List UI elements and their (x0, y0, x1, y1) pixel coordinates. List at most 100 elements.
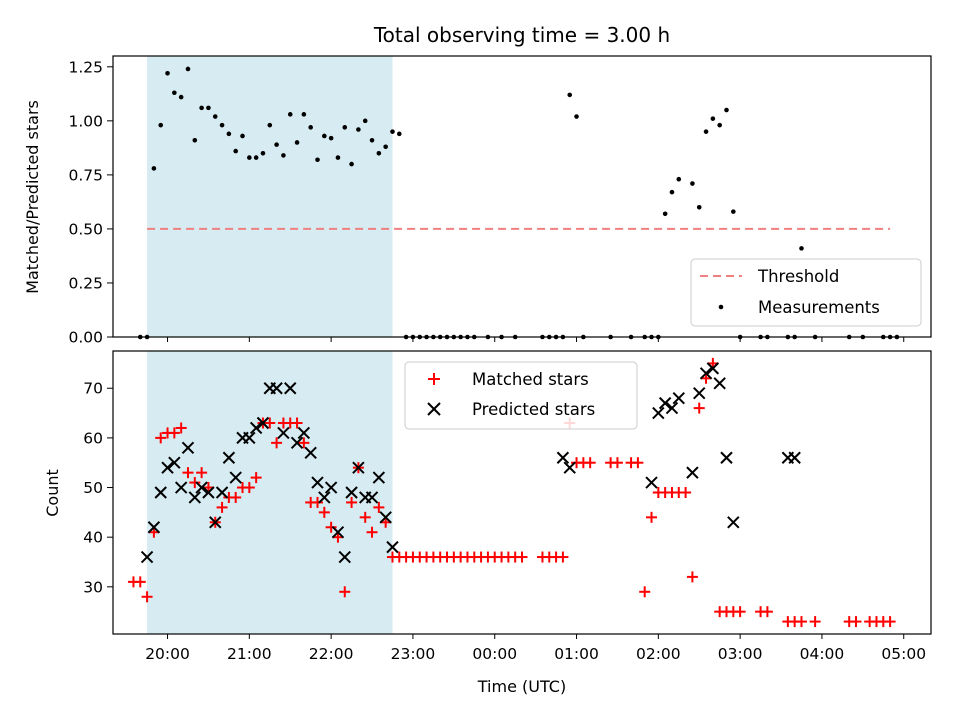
matched-star-point (141, 591, 153, 603)
measurement-point (212, 114, 218, 119)
bottom-legend: Matched stars Predicted stars (404, 361, 638, 430)
predicted-star-point (195, 481, 208, 494)
top-y-axis-label: Matched/Predicted stars (23, 100, 42, 294)
predicted-star-point (215, 486, 229, 499)
measurement-point (356, 127, 361, 132)
measurement-point (662, 211, 668, 217)
predicted-star-point (693, 386, 706, 400)
matched-star-point (182, 467, 194, 479)
matched-star-point (516, 551, 528, 563)
measurement-point (158, 122, 164, 128)
predicted-star-point (686, 466, 699, 479)
y-tick-label: 50 (83, 479, 103, 497)
y-tick-label: 0.50 (68, 220, 103, 238)
matched-star-point (339, 586, 351, 598)
matched-star-point (196, 467, 208, 479)
matched-star-point (243, 482, 255, 494)
predicted-star-point (706, 362, 720, 375)
matched-star-point (134, 576, 146, 588)
bottom-shaded-span (147, 351, 393, 634)
matched-star-point (155, 432, 167, 444)
predicted-star-point (352, 461, 365, 474)
x-tick-label: 05:00 (881, 645, 926, 663)
predicted-star-point (713, 377, 726, 390)
predicted-star-point (338, 550, 351, 564)
predicted-star-point (140, 550, 154, 564)
matched-star-point (611, 457, 623, 469)
predicted-star-point (345, 486, 358, 499)
top-title: Total observing time = 3.00 h (373, 23, 670, 47)
predicted-star-point (318, 491, 331, 504)
predicted-star-point (174, 481, 188, 494)
measurement-point (301, 112, 307, 117)
measurement-point (219, 122, 225, 128)
predicted-star-point (154, 486, 167, 499)
bottom-x-ticks: 20:00 21:00 22:00 23:00 00:00 01:00 02:00 03:00… (145, 634, 926, 663)
predicted-star-point (645, 476, 658, 489)
measurement-point (383, 144, 388, 150)
matched-star-point (346, 496, 358, 508)
measurement-point (294, 140, 300, 145)
measurement-point (233, 148, 238, 154)
matched-star-point (795, 616, 807, 628)
measurement-point (362, 118, 368, 124)
predicted-star-point (243, 431, 256, 445)
measurement-point (192, 138, 198, 143)
measurement-point (724, 107, 729, 113)
matched-star-point (168, 427, 180, 439)
predicted-star-point (379, 511, 392, 524)
x-tick-label: 00:00 (472, 645, 517, 663)
measurement-point (151, 166, 157, 171)
matched-star-point (373, 501, 385, 513)
matched-star-point (693, 402, 705, 414)
predicted-star-point (290, 436, 304, 450)
measurement-point (308, 125, 313, 130)
matched-star-point (646, 511, 658, 523)
top-panel: 0.00 0.25 0.50 0.75 1.00 1.25 Total observing… (23, 23, 932, 347)
measurement-point (799, 246, 804, 251)
predicted-stars-points (140, 362, 801, 564)
predicted-star-point (658, 396, 672, 410)
measurement-point (335, 155, 341, 160)
predicted-star-point (161, 461, 174, 474)
matched-star-point (584, 457, 596, 469)
measurement-point (281, 153, 286, 158)
measurement-point (247, 155, 252, 160)
measurement-point (287, 112, 293, 117)
x-tick-label: 03:00 (718, 645, 763, 663)
measurement-point (322, 133, 327, 139)
predicted-star-point (304, 446, 317, 459)
predicted-star-point (720, 451, 733, 464)
x-tick-label: 02:00 (636, 645, 681, 663)
legend-threshold-label: Threshold (757, 267, 839, 286)
predicted-star-point (727, 516, 740, 529)
predicted-star-point (181, 441, 195, 455)
y-tick-label: 1.00 (68, 112, 103, 130)
predicted-star-point (168, 456, 181, 469)
x-tick-label: 21:00 (227, 645, 272, 663)
legend-measurements-swatch (718, 304, 724, 310)
measurement-point (390, 129, 395, 134)
y-tick-label: 0.00 (68, 329, 103, 347)
matched-star-point (230, 491, 242, 503)
matched-star-point (761, 606, 773, 618)
y-tick-label: 0.25 (68, 274, 103, 292)
predicted-star-point (229, 471, 242, 484)
top-legend: Threshold Measurements (690, 258, 922, 327)
predicted-star-point (652, 406, 665, 420)
predicted-star-point (556, 451, 570, 464)
measurement-point (710, 116, 716, 121)
bottom-panel: 30 40 50 60 70 20:00 21:00 22:00 23:00 00:00 01:0… (43, 350, 932, 696)
x-tick-label: 01:00 (554, 645, 599, 663)
matched-star-point (216, 501, 228, 513)
measurement-point (676, 176, 682, 182)
measurement-point (342, 125, 348, 130)
y-tick-label: 40 (83, 529, 103, 547)
measurement-point (172, 90, 177, 96)
measurement-point (574, 114, 579, 119)
matched-star-point (312, 496, 323, 508)
matched-star-point (271, 437, 283, 449)
matched-star-point (734, 606, 746, 618)
top-shaded-span (147, 56, 393, 337)
predicted-star-point (665, 401, 679, 415)
